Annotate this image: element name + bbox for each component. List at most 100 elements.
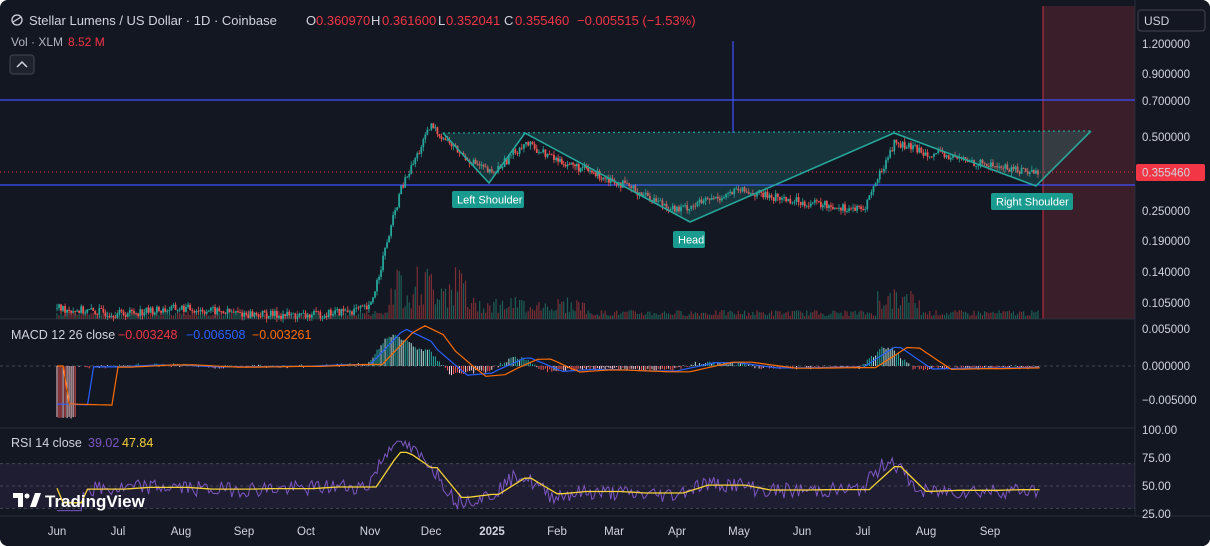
- candle-body: [82, 306, 85, 314]
- volume-bar: [721, 310, 723, 319]
- candle-body: [624, 180, 626, 184]
- candle-body: [174, 304, 177, 310]
- candle-body: [727, 193, 729, 195]
- currency-button[interactable]: USD: [1137, 9, 1206, 32]
- volume-bar: [382, 314, 384, 319]
- volume-bar: [170, 314, 173, 319]
- candle-body: [575, 164, 578, 167]
- open-label: O: [306, 13, 316, 28]
- macd-histogram-bar: [608, 366, 610, 368]
- volume-bar: [580, 310, 582, 319]
- candle-body: [329, 309, 332, 316]
- volume-bar: [386, 312, 388, 319]
- macd-histogram-bar: [868, 358, 870, 366]
- candle-body: [1028, 171, 1031, 174]
- volume-bar: [514, 297, 516, 319]
- macd-histogram-bar: [544, 366, 546, 369]
- volume-bar: [920, 314, 922, 319]
- volume-bar: [773, 315, 775, 319]
- candle-body: [540, 152, 542, 154]
- volume-bar: [408, 302, 410, 319]
- macd-histogram-bar: [426, 349, 428, 366]
- candle-body: [682, 205, 684, 207]
- candle-body: [630, 186, 633, 189]
- candle-body: [164, 308, 167, 312]
- time-tick-1: Jul: [111, 526, 126, 538]
- candle-body: [230, 311, 233, 313]
- candle-body: [598, 170, 601, 179]
- candle-body: [193, 311, 196, 313]
- volume-bar: [398, 271, 400, 319]
- candle-body: [607, 178, 610, 183]
- macd-histogram-bar: [563, 366, 565, 371]
- candle-body: [535, 148, 538, 153]
- macd-histogram-bar: [939, 366, 941, 368]
- candle-body: [78, 310, 81, 313]
- volume-bar: [152, 315, 154, 319]
- volume-bar: [770, 310, 773, 319]
- candle-body: [776, 193, 779, 198]
- volume-bar: [897, 307, 900, 319]
- macd-histogram-bar: [741, 362, 743, 366]
- volume-bar: [893, 289, 895, 319]
- candle-body: [241, 312, 244, 317]
- macd-histogram-bar: [645, 366, 647, 372]
- volume-bar: [620, 313, 622, 319]
- candle-body: [907, 143, 910, 148]
- volume-bar: [952, 311, 954, 319]
- candle-body: [149, 307, 152, 313]
- volume-bar: [158, 315, 160, 319]
- candle-body: [994, 166, 996, 168]
- volume-bar: [1010, 313, 1012, 319]
- candle-body: [1032, 169, 1035, 174]
- candle-body: [606, 178, 608, 180]
- volume-bar: [581, 302, 584, 319]
- macd-histogram-bar: [762, 366, 764, 369]
- volume-bar: [587, 310, 589, 319]
- candle-body: [737, 188, 740, 191]
- candle-body: [809, 203, 812, 207]
- volume-bar: [355, 315, 357, 319]
- candle-body: [572, 162, 575, 165]
- candle-body: [990, 162, 992, 167]
- volume-bar: [750, 315, 752, 319]
- macd-histogram-bar: [404, 339, 406, 366]
- volume-bar: [485, 312, 487, 319]
- symbol-title[interactable]: Stellar Lumens / US Dollar · 1D · Coinba…: [29, 13, 277, 28]
- collapse-button-frame[interactable]: [9, 54, 35, 75]
- candle-body: [332, 314, 334, 316]
- volume-bar: [1035, 312, 1037, 319]
- currency-button-frame[interactable]: [1137, 9, 1206, 32]
- volume-bar: [889, 293, 891, 319]
- volume-bar: [491, 312, 493, 319]
- volume-bar: [760, 312, 762, 319]
- volume-bar: [432, 289, 434, 319]
- collapse-button[interactable]: [9, 54, 35, 75]
- candle-body: [306, 314, 309, 318]
- candle-body: [591, 170, 593, 173]
- volume-bar: [992, 311, 994, 319]
- volume-bar: [534, 310, 536, 319]
- candle-body: [531, 141, 534, 144]
- macd-histogram-bar: [739, 363, 741, 366]
- candle-body: [555, 157, 557, 161]
- candle-body: [690, 205, 693, 209]
- volume-bar: [197, 315, 200, 319]
- candle-body: [628, 183, 631, 187]
- volume-bar: [342, 313, 345, 319]
- macd-histogram-bar: [489, 366, 491, 372]
- macd-histogram-bar: [864, 364, 866, 366]
- candle-body: [114, 317, 117, 319]
- volume-bar: [737, 310, 739, 319]
- candle-body: [92, 308, 95, 311]
- volume-bar: [521, 300, 523, 319]
- macd-histogram-bar: [540, 366, 542, 370]
- volume-bar: [960, 310, 962, 319]
- macd-histogram-bar: [866, 359, 868, 366]
- macd-histogram-bar: [585, 366, 587, 370]
- candle-body: [574, 164, 576, 167]
- candle-body: [334, 310, 337, 315]
- macd-histogram-bar: [887, 347, 889, 366]
- candle-body: [626, 183, 628, 184]
